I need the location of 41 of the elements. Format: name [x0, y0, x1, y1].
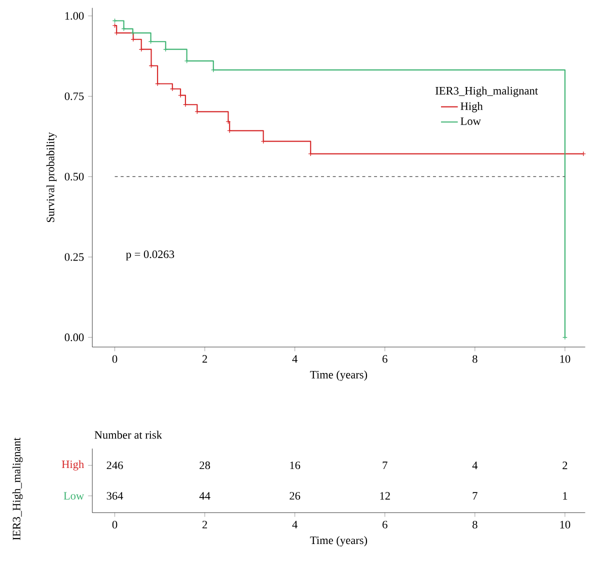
x-tick-label: 0 [112, 355, 118, 363]
data-label: 7 [382, 462, 388, 470]
x-tick-label: 0 [112, 520, 118, 529]
x-tick-label: 6 [382, 520, 388, 529]
legend-label: Low [460, 118, 481, 126]
data-label: 1 [563, 492, 568, 500]
y-tick-label: Low [64, 492, 84, 500]
data-label: 7 [472, 492, 478, 500]
y-tick-label: 0.25 [64, 253, 84, 261]
y-axis-title: Survival probability [46, 132, 57, 222]
y-tick-label: 0.75 [64, 92, 84, 100]
x-tick-label: 10 [560, 520, 570, 529]
x-axis-title: Time (years) [310, 536, 368, 547]
x-tick-label: 10 [560, 355, 570, 363]
y-tick-label: 0.00 [64, 334, 84, 342]
x-tick-label: 6 [382, 355, 388, 363]
chart-title: Number at risk [94, 430, 162, 439]
y-tick-label: 0.50 [64, 172, 84, 181]
x-tick-label: 4 [292, 355, 298, 363]
x-tick-label: 4 [292, 520, 298, 528]
data-label: 246 [106, 462, 123, 470]
x-axis-title: Time (years) [310, 370, 368, 381]
annotation: p = 0.0263 [126, 250, 174, 261]
point [227, 128, 232, 134]
x-tick-label: 2 [202, 355, 208, 363]
data-label: 12 [380, 492, 390, 500]
data-label: 28 [200, 462, 210, 470]
data-label: 364 [106, 492, 124, 500]
data-label: 26 [290, 492, 300, 500]
data-label: 16 [290, 462, 300, 470]
data-label: 4 [472, 462, 478, 470]
y-axis-title: IER3_High_malignant [12, 438, 23, 540]
x-tick-label: 8 [472, 520, 478, 529]
legend-title: IER3_High_malignant [436, 86, 538, 98]
data-label: 44 [199, 492, 210, 500]
x-tick-label: 2 [202, 520, 208, 528]
data-label: 2 [562, 462, 568, 470]
y-tick-label: 1.00 [65, 12, 84, 20]
legend-label: High [460, 102, 483, 112]
x-tick-label: 8 [472, 355, 478, 363]
y-tick-label: High [62, 460, 84, 471]
